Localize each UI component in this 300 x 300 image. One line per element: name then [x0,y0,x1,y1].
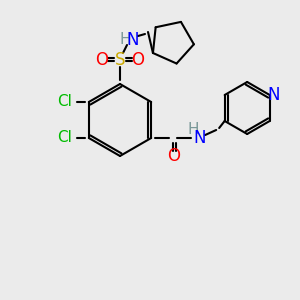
Text: H: H [188,122,199,136]
Text: Cl: Cl [57,94,72,110]
Text: Cl: Cl [57,130,72,146]
Text: O: O [167,147,180,165]
Text: O: O [131,51,145,69]
Text: N: N [127,31,139,49]
Text: N: N [193,129,206,147]
Text: N: N [267,86,280,104]
Text: S: S [115,51,125,69]
Text: O: O [95,51,109,69]
Text: H: H [119,32,131,47]
